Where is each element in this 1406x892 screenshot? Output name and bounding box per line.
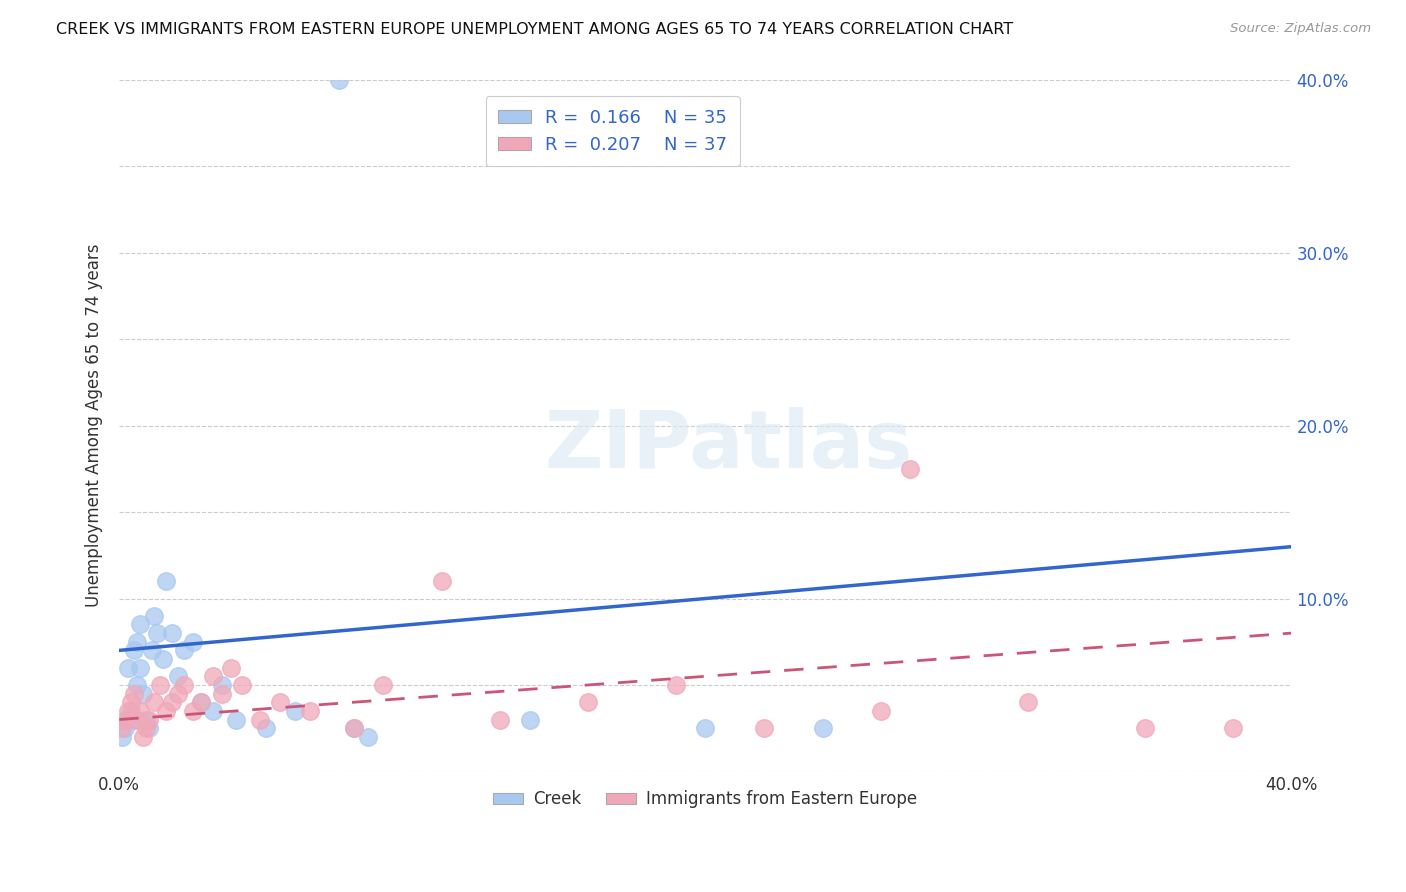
Point <box>190 695 212 709</box>
Point <box>125 678 148 692</box>
Point <box>167 687 190 701</box>
Point <box>125 713 148 727</box>
Point <box>117 704 139 718</box>
Point <box>343 721 366 735</box>
Point <box>141 643 163 657</box>
Point <box>219 661 242 675</box>
Point <box>114 721 136 735</box>
Point <box>132 730 155 744</box>
Point <box>357 730 380 744</box>
Point <box>114 713 136 727</box>
Point <box>128 704 150 718</box>
Text: ZIPatlas: ZIPatlas <box>544 408 912 485</box>
Point <box>143 608 166 623</box>
Point <box>160 626 183 640</box>
Point <box>143 695 166 709</box>
Legend: Creek, Immigrants from Eastern Europe: Creek, Immigrants from Eastern Europe <box>486 783 924 815</box>
Point <box>122 687 145 701</box>
Point <box>117 661 139 675</box>
Point <box>146 626 169 640</box>
Point <box>298 704 321 718</box>
Point <box>202 704 225 718</box>
Point <box>695 721 717 735</box>
Point <box>122 643 145 657</box>
Point <box>519 713 541 727</box>
Point <box>117 713 139 727</box>
Point <box>120 704 142 718</box>
Point <box>225 713 247 727</box>
Point <box>181 634 204 648</box>
Text: Source: ZipAtlas.com: Source: ZipAtlas.com <box>1230 22 1371 36</box>
Point <box>576 695 599 709</box>
Point <box>1222 721 1244 735</box>
Point <box>125 634 148 648</box>
Point <box>211 687 233 701</box>
Point <box>752 721 775 735</box>
Point <box>1017 695 1039 709</box>
Point <box>870 704 893 718</box>
Point <box>665 678 688 692</box>
Point <box>371 678 394 692</box>
Point <box>138 713 160 727</box>
Point <box>122 713 145 727</box>
Point <box>138 721 160 735</box>
Point <box>152 652 174 666</box>
Point <box>231 678 253 692</box>
Point <box>167 669 190 683</box>
Point <box>202 669 225 683</box>
Point <box>249 713 271 727</box>
Point <box>811 721 834 735</box>
Point <box>135 721 157 735</box>
Point <box>181 704 204 718</box>
Point <box>149 678 172 692</box>
Point <box>135 713 157 727</box>
Point <box>284 704 307 718</box>
Point <box>900 462 922 476</box>
Point <box>128 617 150 632</box>
Point <box>254 721 277 735</box>
Point <box>160 695 183 709</box>
Point <box>328 73 350 87</box>
Point <box>190 695 212 709</box>
Point <box>211 678 233 692</box>
Point <box>269 695 291 709</box>
Text: CREEK VS IMMIGRANTS FROM EASTERN EUROPE UNEMPLOYMENT AMONG AGES 65 TO 74 YEARS C: CREEK VS IMMIGRANTS FROM EASTERN EUROPE … <box>56 22 1014 37</box>
Point <box>430 574 453 589</box>
Point <box>173 643 195 657</box>
Point <box>1133 721 1156 735</box>
Point <box>120 695 142 709</box>
Point <box>343 721 366 735</box>
Point <box>132 687 155 701</box>
Point <box>111 730 134 744</box>
Point <box>155 574 177 589</box>
Y-axis label: Unemployment Among Ages 65 to 74 years: Unemployment Among Ages 65 to 74 years <box>86 244 103 607</box>
Point <box>128 661 150 675</box>
Point <box>173 678 195 692</box>
Point <box>111 721 134 735</box>
Point <box>489 713 512 727</box>
Point <box>155 704 177 718</box>
